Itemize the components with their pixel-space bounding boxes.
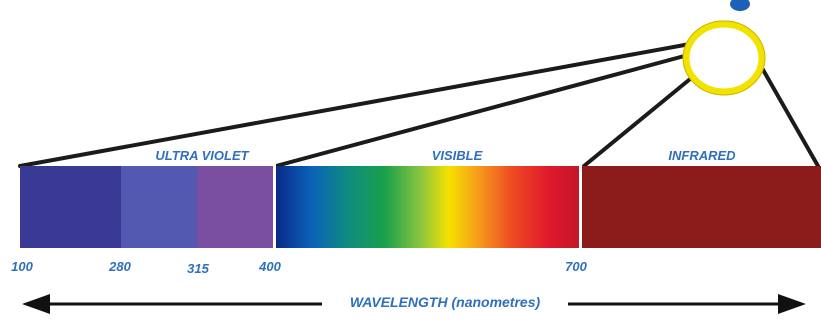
beam-to-ultraviolet-start [18,42,692,168]
ultraviolet-b-segment [121,166,197,248]
ultraviolet-label: ULTRA VIOLET [155,148,249,163]
sun-outline [682,20,766,96]
tick-label-700: 700 [565,259,587,274]
tick-label-315: 315 [187,261,209,276]
tick-label-400: 400 [258,259,281,274]
wavelength-axis-label: WAVELENGTH (nanometres) [350,294,541,310]
beam-to-visible-start [274,53,690,168]
ultraviolet-c-segment [20,166,121,248]
tick-label-280: 280 [108,259,131,274]
infrared-segment [582,166,821,248]
beam-to-infrared-start [582,73,697,168]
left-arrowhead-icon [22,294,50,314]
visible-label: VISIBLE [432,148,483,163]
sun-icon [682,20,766,96]
infrared-label: INFRARED [668,148,736,163]
sun-top-mark-icon [730,0,750,11]
right-arrowhead-icon [778,294,806,314]
tick-label-100: 100 [11,259,33,274]
beam-to-infrared-end [760,66,820,168]
visible-segment [276,166,579,248]
ultraviolet-a-segment [197,166,273,248]
